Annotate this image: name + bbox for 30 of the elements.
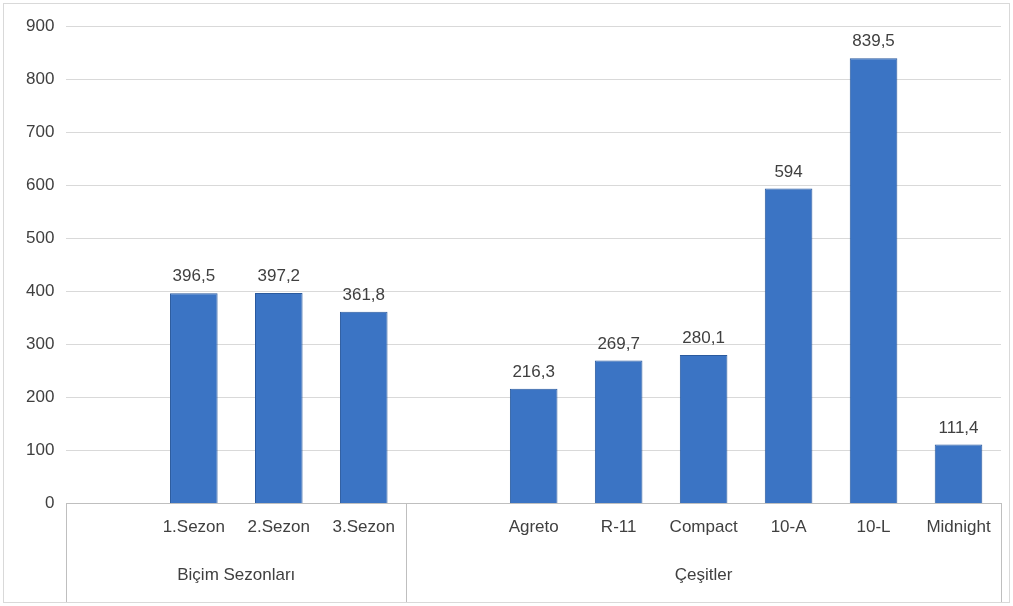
x-tick-label: 2.Sezon xyxy=(247,517,310,537)
y-tick-label: 300 xyxy=(25,334,55,354)
x-tick-label: 10-L xyxy=(856,517,891,537)
x-tick-label: Compact xyxy=(669,517,738,537)
data-label: 269,7 xyxy=(597,333,640,353)
y-tick-label: 500 xyxy=(25,228,55,248)
data-label: 111,4 xyxy=(938,417,979,437)
data-label: 396,5 xyxy=(172,266,216,286)
x-tick-label: Agreto xyxy=(508,517,559,537)
x-tick-label: 1.Sezon xyxy=(162,517,226,537)
text: Çeşitler xyxy=(674,565,733,585)
data-label: 361,8 xyxy=(342,284,386,304)
y-tick-label: 900 xyxy=(25,15,55,35)
y-tick-label: 0 xyxy=(44,493,55,513)
y-tick-label: 100 xyxy=(25,440,55,460)
data-label: 280,1 xyxy=(682,328,725,348)
x-tick-label: 10-A xyxy=(770,517,808,537)
y-tick-label: 600 xyxy=(25,175,55,195)
data-label: 839,5 xyxy=(852,31,895,51)
y-tick-label: 800 xyxy=(25,68,55,88)
y-tick-label: 700 xyxy=(25,121,55,141)
text: Biçim Sezonları xyxy=(177,565,296,585)
x-tick-label: 3.Sezon xyxy=(332,517,395,537)
data-label: 594 xyxy=(774,161,803,181)
data-label: 216,3 xyxy=(512,362,555,382)
data-label: 397,2 xyxy=(257,266,301,286)
x-tick-label: Midnight xyxy=(926,517,991,537)
y-tick-label: 200 xyxy=(25,387,55,407)
y-tick-label: 400 xyxy=(25,281,55,301)
x-tick-label: R-11 xyxy=(600,517,637,537)
